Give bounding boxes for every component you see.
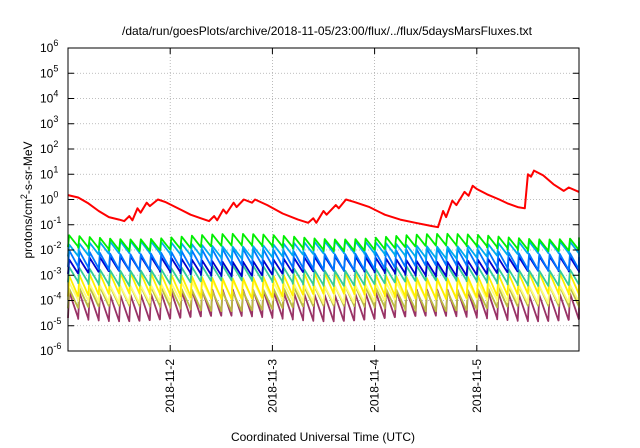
- y-tick-label-exponent: 0: [53, 190, 58, 200]
- y-tick-label-exponent: 1: [53, 164, 58, 174]
- y-tick-label-base: 10: [40, 193, 54, 207]
- y-tick-label-base: 10: [40, 294, 54, 308]
- x-tick-label: 2018-11-3: [265, 359, 279, 413]
- y-tick-label: 10-5: [40, 316, 61, 333]
- y-tick-label: 101: [40, 164, 58, 181]
- x-tick-label: 2018-11-5: [470, 359, 484, 413]
- y-tick-label: 106: [40, 38, 58, 55]
- y-tick-label-exponent: -3: [53, 265, 61, 275]
- x-axis-label: Coordinated Universal Time (UTC): [231, 430, 415, 444]
- y-tick-label-exponent: -6: [53, 341, 61, 351]
- y-tick-label: 10-3: [40, 265, 61, 282]
- y-tick-label-exponent: 4: [53, 89, 58, 99]
- y-tick-label: 103: [40, 114, 58, 131]
- x-tick-label: 2018-11-2: [163, 359, 177, 413]
- y-axis-label-prefix: protons/cm: [21, 199, 35, 258]
- x-axis: 2018-11-2 2018-11-3 2018-11-4 2018-11-5: [163, 48, 484, 413]
- y-tick-label-base: 10: [40, 117, 54, 131]
- y-tick-label: 105: [40, 63, 58, 80]
- y-tick-label-base: 10: [40, 243, 54, 257]
- series-line: [67, 247, 580, 272]
- series-layer: [67, 169, 580, 323]
- y-tick-label: 10-1: [40, 215, 61, 232]
- x-tick-label: 2018-11-4: [368, 359, 382, 413]
- series-line: [67, 264, 580, 287]
- series-line: [67, 169, 580, 229]
- y-tick-label: 102: [40, 139, 58, 156]
- chart-title: /data/run/goesPlots/archive/2018-11-05/2…: [122, 24, 533, 38]
- y-axis-label-suffix: -s-sr-MeV: [21, 141, 35, 194]
- y-tick-label: 10-6: [40, 341, 61, 358]
- y-tick-label-exponent: -4: [53, 291, 61, 301]
- y-tick-label: 100: [40, 190, 58, 207]
- y-tick-label-base: 10: [40, 344, 54, 358]
- y-tick-label-exponent: -1: [53, 215, 61, 225]
- y-tick-label-exponent: 2: [53, 139, 58, 149]
- y-tick-label: 104: [40, 89, 58, 106]
- y-tick-label-exponent: 6: [53, 38, 58, 48]
- y-axis: 10-610-510-410-310-210-11001011021031041…: [40, 38, 579, 358]
- y-tick-label-exponent: 3: [53, 114, 58, 124]
- y-tick-label-base: 10: [40, 41, 54, 55]
- y-tick-label-base: 10: [40, 268, 54, 282]
- y-tick-label-base: 10: [40, 66, 54, 80]
- y-tick-label: 10-2: [40, 240, 61, 257]
- y-tick-label-base: 10: [40, 142, 54, 156]
- y-tick-label-exponent: -5: [53, 316, 61, 326]
- y-tick-label-base: 10: [40, 92, 54, 106]
- y-tick-label-exponent: -2: [53, 240, 61, 250]
- series-line: [67, 232, 580, 252]
- y-tick-label-base: 10: [40, 167, 54, 181]
- y-tick-label: 10-4: [40, 291, 61, 308]
- y-tick-label-exponent: 5: [53, 63, 58, 73]
- y-axis-label-superscript: 2: [19, 194, 29, 199]
- y-tick-label-base: 10: [40, 319, 54, 333]
- y-tick-label-base: 10: [40, 218, 54, 232]
- y-axis-label: protons/cm2-s-sr-MeV: [19, 141, 35, 258]
